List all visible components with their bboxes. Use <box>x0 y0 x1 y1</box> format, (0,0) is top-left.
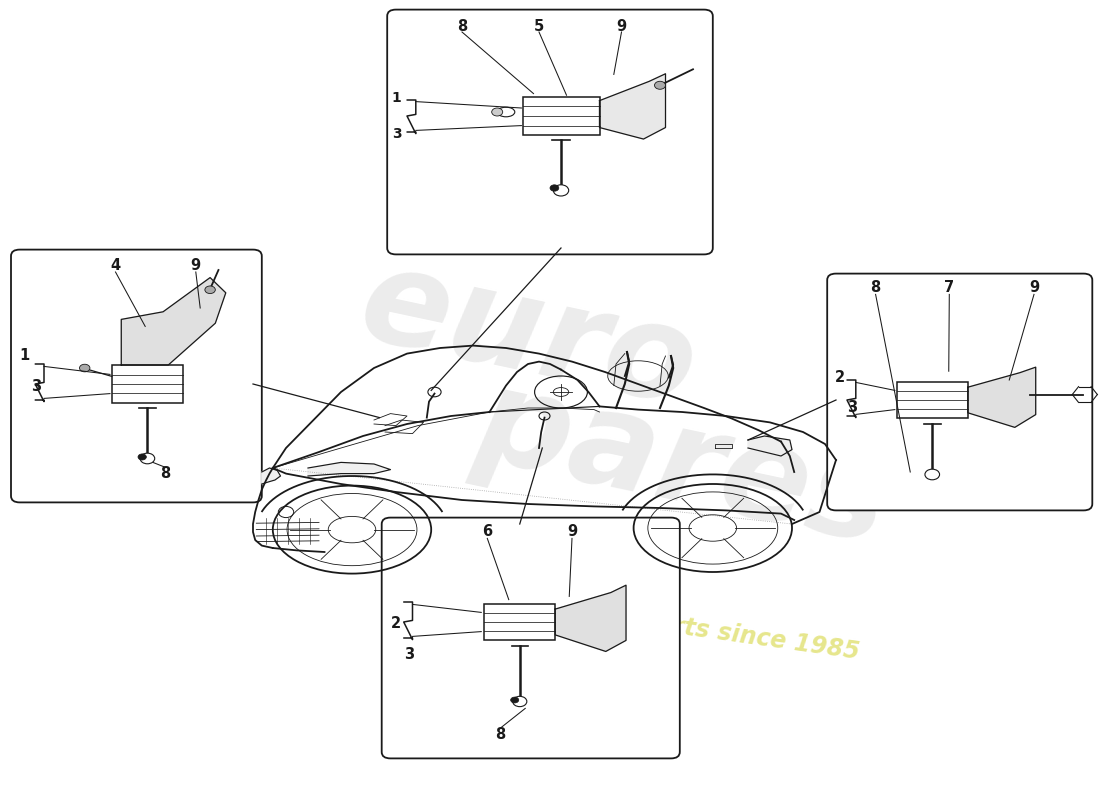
Text: 2: 2 <box>835 370 846 385</box>
Circle shape <box>79 364 90 372</box>
Polygon shape <box>121 278 226 365</box>
Circle shape <box>925 469 939 480</box>
Text: 9: 9 <box>616 19 627 34</box>
Text: 8: 8 <box>456 19 468 34</box>
Circle shape <box>654 82 666 90</box>
Polygon shape <box>262 468 280 484</box>
Text: 8: 8 <box>495 727 506 742</box>
Circle shape <box>513 696 527 706</box>
Polygon shape <box>556 586 626 651</box>
FancyBboxPatch shape <box>827 274 1092 510</box>
Circle shape <box>140 453 155 464</box>
Text: 3: 3 <box>847 401 858 415</box>
FancyBboxPatch shape <box>11 250 262 502</box>
Text: 3: 3 <box>392 126 402 141</box>
Polygon shape <box>308 462 390 476</box>
Text: 7: 7 <box>944 281 955 295</box>
Text: 2: 2 <box>390 617 402 631</box>
Text: euro: euro <box>349 238 707 434</box>
FancyBboxPatch shape <box>382 518 680 758</box>
Circle shape <box>138 454 146 460</box>
Polygon shape <box>600 74 666 139</box>
Text: pares: pares <box>465 358 899 570</box>
Text: 8: 8 <box>160 466 170 481</box>
Text: 3: 3 <box>404 647 415 662</box>
Text: 9: 9 <box>566 525 578 539</box>
Bar <box>896 382 968 418</box>
Text: 9: 9 <box>1028 281 1040 295</box>
Circle shape <box>492 108 503 116</box>
Text: a passion for parts since 1985: a passion for parts since 1985 <box>459 584 861 664</box>
Polygon shape <box>748 436 792 456</box>
Circle shape <box>205 286 216 294</box>
Bar <box>484 603 556 640</box>
Text: 4: 4 <box>110 258 121 273</box>
Text: 8: 8 <box>870 281 881 295</box>
Text: 1: 1 <box>19 349 30 363</box>
Text: 5: 5 <box>534 19 544 34</box>
Circle shape <box>510 697 519 703</box>
Circle shape <box>550 185 559 191</box>
Text: 3: 3 <box>31 379 42 394</box>
Text: 6: 6 <box>482 525 493 539</box>
Circle shape <box>553 185 569 196</box>
Text: 1: 1 <box>392 91 402 106</box>
Bar <box>522 97 600 135</box>
Text: 9: 9 <box>190 258 201 273</box>
Bar <box>112 365 183 403</box>
Polygon shape <box>968 367 1036 427</box>
FancyBboxPatch shape <box>387 10 713 254</box>
